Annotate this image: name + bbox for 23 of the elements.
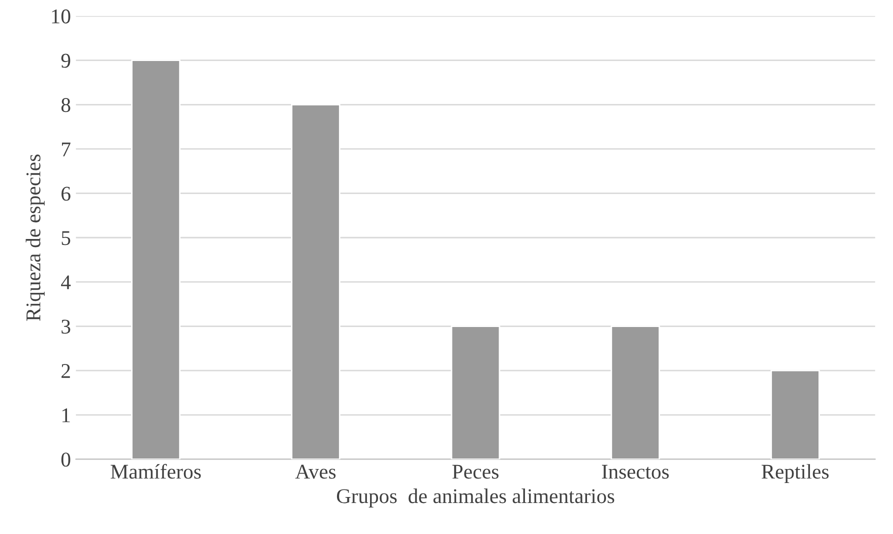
y-tick-label: 4 (61, 275, 71, 290)
y-axis-title: Riqueza de especies (26, 154, 45, 321)
x-tick-label: Peces (452, 464, 498, 479)
x-axis-title: Grupos de animales alimentarios (336, 488, 614, 508)
bar (131, 60, 180, 460)
y-tick-label: 2 (62, 364, 70, 378)
x-tick-label: Aves (295, 464, 336, 479)
y-tick-label: 3 (62, 320, 70, 334)
y-tick-label: 0 (61, 452, 70, 467)
x-tick-label: Insectos (602, 464, 669, 479)
bar (450, 326, 500, 460)
bar (770, 370, 820, 460)
x-tick-label: Mamíferos (110, 464, 201, 479)
bar (610, 326, 660, 460)
y-tick-label: 8 (61, 98, 70, 112)
y-tick-label: 7 (62, 142, 70, 156)
x-tick-label: Reptiles (762, 464, 829, 483)
bar (291, 104, 340, 460)
y-tick-label: 10 (52, 9, 70, 24)
y-tick-label: 1 (62, 408, 70, 422)
y-tick-label: 6 (62, 186, 70, 201)
y-tick-label: 9 (61, 54, 70, 68)
y-tick-label: 5 (62, 231, 70, 246)
